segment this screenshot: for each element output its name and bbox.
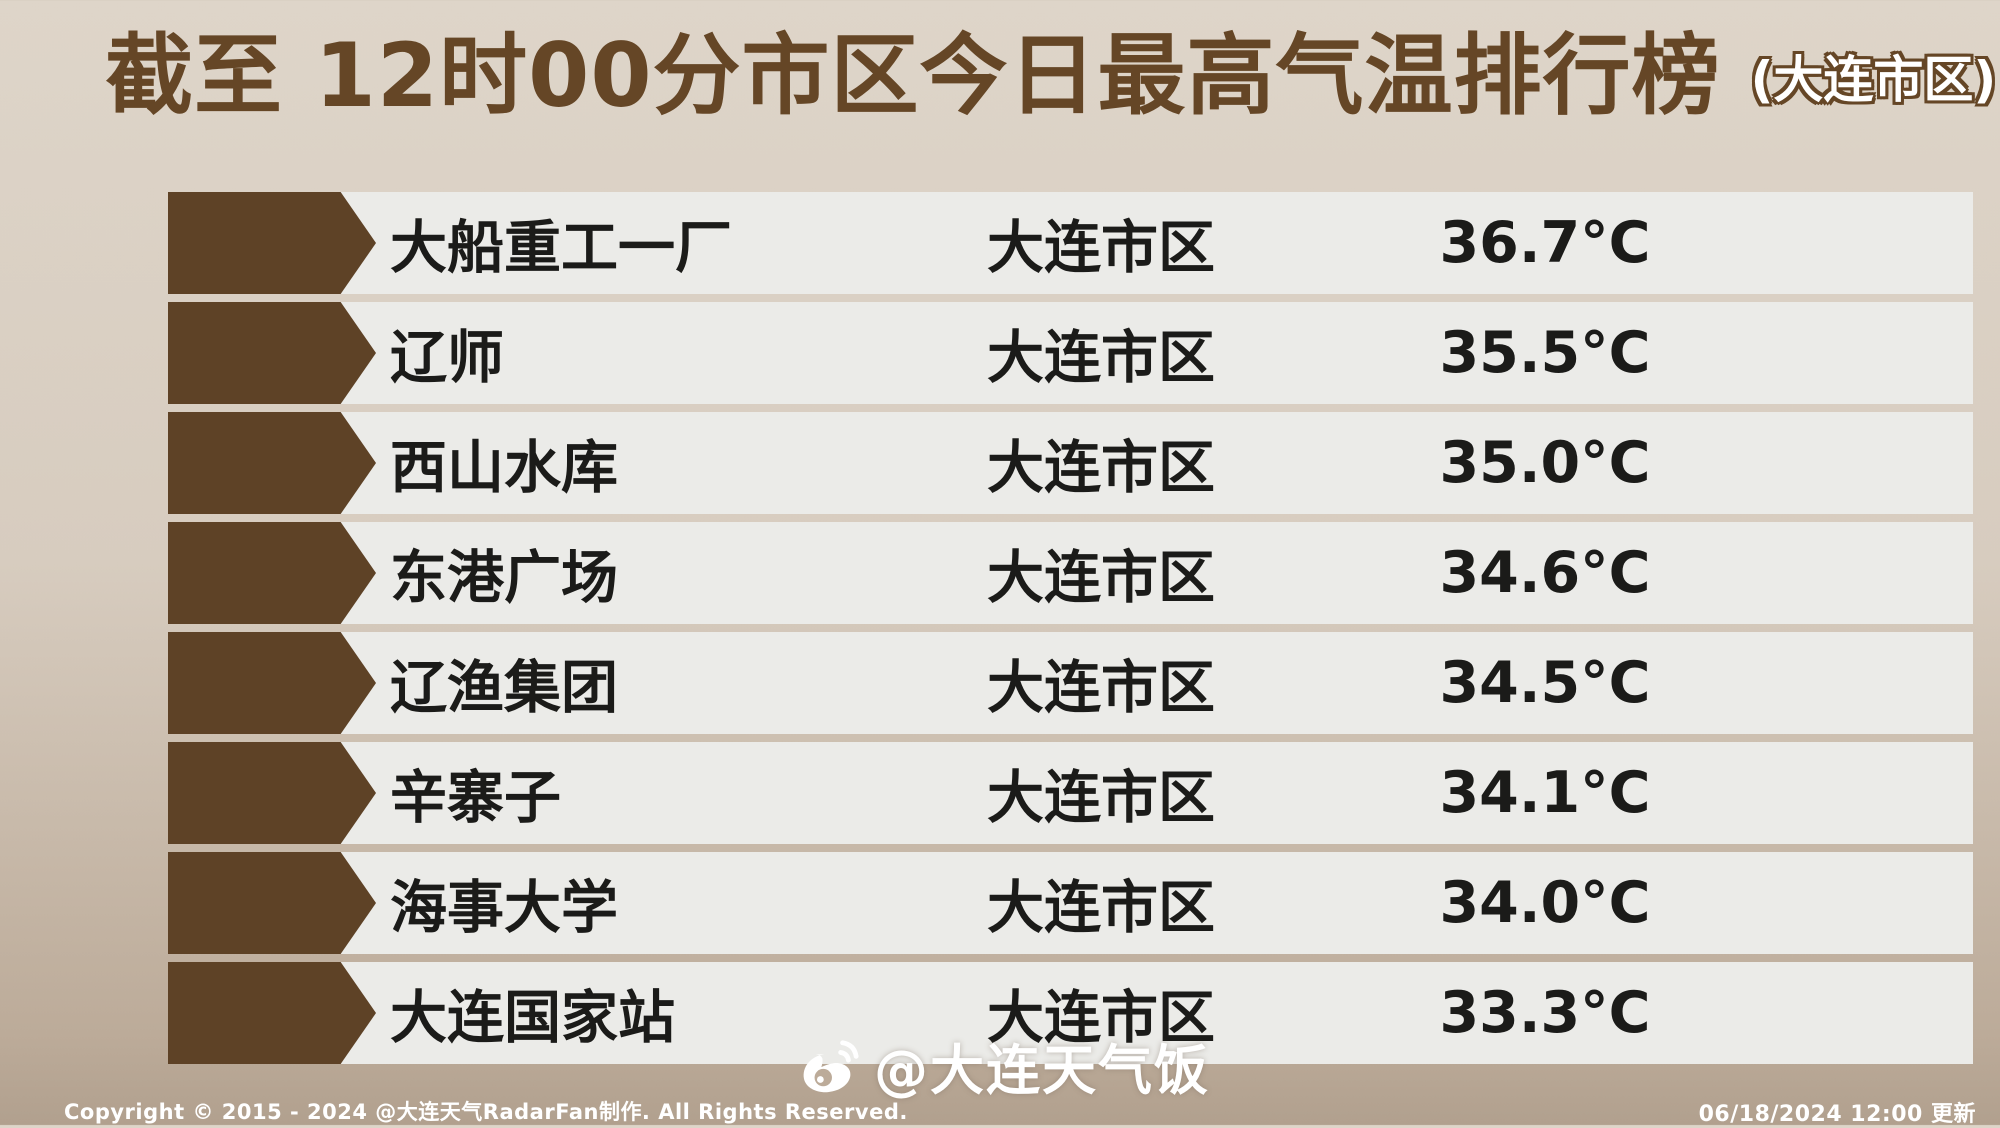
station-region: 大连市区 (987, 325, 1215, 391)
station-name: 大船重工一厂 (390, 215, 732, 281)
table-row: 7 辽渔集团 大连市区 34.5°C (168, 632, 1973, 734)
rank-badge (168, 962, 376, 1064)
station-temperature: 36.7°C (1439, 210, 1651, 276)
watermark: @大连天气饭 (800, 1026, 1210, 1105)
row-background-bar (341, 962, 1973, 1064)
row-background-bar (341, 522, 1973, 624)
rank-badge (168, 522, 376, 624)
station-name: 辛寨子 (390, 765, 561, 831)
station-name: 辽师 (390, 325, 504, 391)
station-region: 大连市区 (987, 435, 1215, 501)
rank-badge (168, 302, 376, 404)
station-name: 辽渔集团 (390, 655, 618, 721)
rank-badge (168, 742, 376, 844)
station-region: 大连市区 (987, 985, 1215, 1051)
table-row: 9 海事大学 大连市区 34.0°C (168, 852, 1973, 954)
row-background-bar (341, 852, 1973, 954)
page-title: 截至 12时00分市区今日最高气温排行榜 (105, 24, 1721, 127)
station-temperature: 35.0°C (1439, 430, 1651, 496)
station-temperature: 35.5°C (1439, 320, 1651, 386)
station-temperature: 34.6°C (1439, 540, 1651, 606)
station-temperature: 34.0°C (1439, 870, 1651, 936)
table-row: 1 大船重工一厂 大连市区 36.7°C (168, 192, 1973, 294)
station-temperature: 34.1°C (1439, 760, 1651, 826)
station-region: 大连市区 (987, 215, 1215, 281)
station-name: 西山水库 (390, 435, 618, 501)
rank-badge (168, 412, 376, 514)
row-background-bar (341, 192, 1973, 294)
weibo-icon (803, 1039, 859, 1092)
station-name: 东港广场 (390, 545, 618, 611)
update-timestamp: 06/18/2024 12:00 更新 (1698, 1102, 1976, 1127)
watermark-handle: @大连天气饭 (874, 1039, 1210, 1102)
station-name: 海事大学 (390, 875, 618, 941)
row-background-bar (341, 412, 1973, 514)
row-background-bar (341, 742, 1973, 844)
table-row: 8 辛寨子 大连市区 34.1°C (168, 742, 1973, 844)
table-row: 6 东港广场 大连市区 34.6°C (168, 522, 1973, 624)
station-name: 大连国家站 (390, 985, 675, 1051)
station-region: 大连市区 (987, 765, 1215, 831)
table-row: 5 西山水库 大连市区 35.0°C (168, 412, 1973, 514)
row-background-bar (341, 302, 1973, 404)
rank-badge (168, 192, 376, 294)
table-row: 3 辽师 大连市区 35.5°C (168, 302, 1973, 404)
page-title-region-tag: (大连市区) (1750, 51, 1997, 110)
row-background-bar (341, 632, 1973, 734)
rank-badge (168, 852, 376, 954)
temperature-ranking-table: 1 大船重工一厂 大连市区 36.7°C 3 辽师 大连市区 35.5°C 5 … (168, 192, 1973, 1064)
copyright-text: Copyright © 2015 - 2024 @大连天气RadarFan制作.… (64, 1100, 908, 1124)
station-region: 大连市区 (987, 545, 1215, 611)
station-region: 大连市区 (987, 875, 1215, 941)
table-row: 11 大连国家站 大连市区 33.3°C (168, 962, 1973, 1064)
station-temperature: 33.3°C (1439, 980, 1651, 1046)
station-temperature: 34.5°C (1439, 650, 1651, 716)
rank-badge (168, 632, 376, 734)
page-header: 截至 12时00分市区今日最高气温排行榜 (大连市区) (105, 24, 1996, 127)
station-region: 大连市区 (987, 655, 1215, 721)
